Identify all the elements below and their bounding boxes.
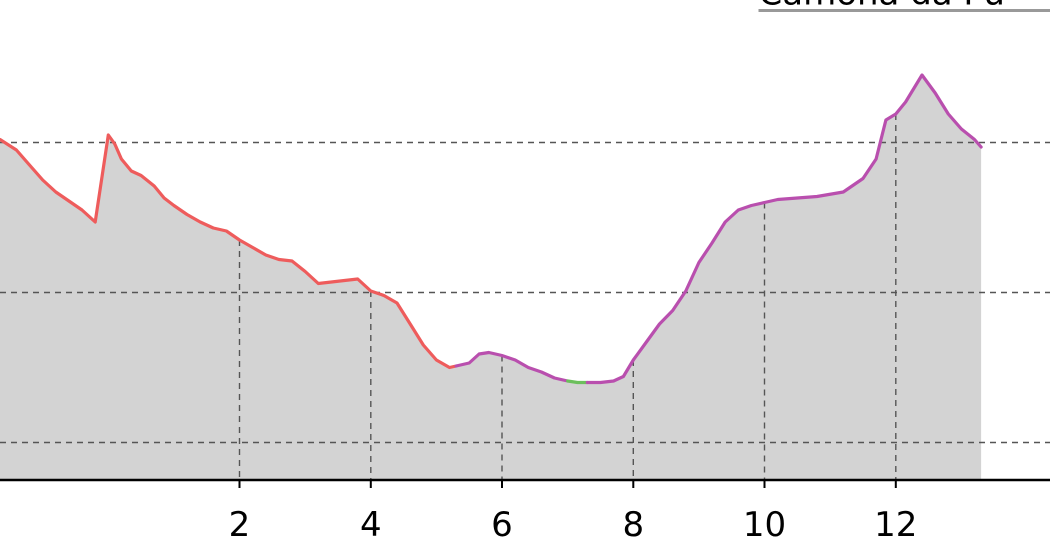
elevation-area-fill: [0, 75, 982, 480]
x-axis: [0, 478, 1050, 488]
x-tick-label: 2: [229, 505, 251, 545]
elevation-area-layer: [0, 75, 982, 480]
elevation-series-line: [0, 133, 458, 370]
x-tick-label: 8: [622, 505, 644, 545]
elevation-lines-layer: [0, 73, 983, 385]
x-tick-label: 10: [743, 505, 786, 545]
gridlines-layer: [0, 114, 1050, 480]
annotations-layer: Camona da Pu: [758, 0, 1050, 14]
x-tick-label: 6: [491, 505, 513, 545]
elevation-series-line: [454, 350, 570, 383]
x-tick-label: 12: [874, 505, 917, 545]
x-tick-label: 4: [360, 505, 382, 545]
elevation-series-line: [585, 73, 983, 385]
x-tick-labels: 2 4 6 8 10 12: [229, 505, 918, 545]
elevation-series-line: [566, 379, 589, 385]
